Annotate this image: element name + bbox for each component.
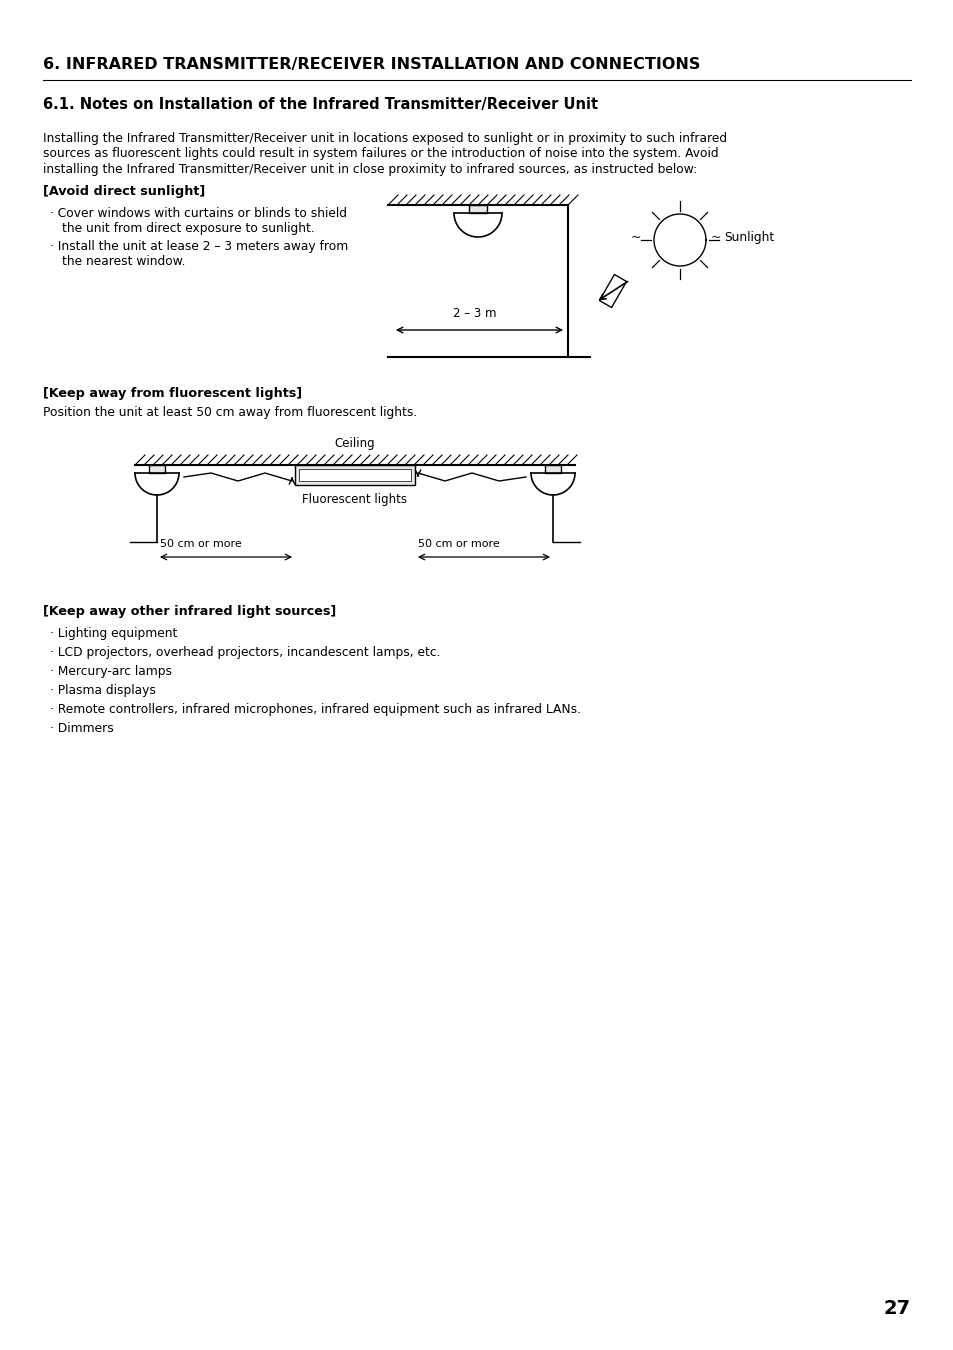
- Text: Installing the Infrared Transmitter/Receiver unit in locations exposed to sunlig: Installing the Infrared Transmitter/Rece…: [43, 132, 726, 144]
- Text: [Keep away from fluorescent lights]: [Keep away from fluorescent lights]: [43, 387, 302, 400]
- Text: · Install the unit at lease 2 – 3 meters away from: · Install the unit at lease 2 – 3 meters…: [50, 240, 348, 252]
- Text: · Cover windows with curtains or blinds to shield: · Cover windows with curtains or blinds …: [50, 207, 347, 220]
- Text: · Dimmers: · Dimmers: [50, 722, 113, 734]
- Text: [Keep away other infrared light sources]: [Keep away other infrared light sources]: [43, 605, 335, 618]
- Text: sources as fluorescent lights could result in system failures or the introductio: sources as fluorescent lights could resu…: [43, 147, 718, 161]
- Bar: [298, 468, 411, 481]
- FancyBboxPatch shape: [598, 274, 626, 308]
- Text: · Mercury-arc lamps: · Mercury-arc lamps: [50, 666, 172, 678]
- Bar: [469, 205, 486, 213]
- Text: · Lighting equipment: · Lighting equipment: [50, 626, 177, 640]
- Text: 6.1. Notes on Installation of the Infrared Transmitter/Receiver Unit: 6.1. Notes on Installation of the Infrar…: [43, 97, 598, 112]
- Text: ~: ~: [710, 231, 720, 243]
- Text: · Plasma displays: · Plasma displays: [50, 684, 155, 697]
- Text: · Remote controllers, infrared microphones, infrared equipment such as infrared : · Remote controllers, infrared microphon…: [50, 703, 580, 716]
- Bar: [294, 464, 415, 485]
- Text: the unit from direct exposure to sunlight.: the unit from direct exposure to sunligh…: [62, 221, 314, 235]
- Text: Ceiling: Ceiling: [335, 437, 375, 450]
- Text: Position the unit at least 50 cm away from fluorescent lights.: Position the unit at least 50 cm away fr…: [43, 406, 416, 418]
- Bar: [544, 464, 560, 472]
- Bar: [149, 464, 165, 472]
- Text: ~: ~: [630, 231, 640, 243]
- Text: 6. INFRARED TRANSMITTER/RECEIVER INSTALLATION AND CONNECTIONS: 6. INFRARED TRANSMITTER/RECEIVER INSTALL…: [43, 57, 700, 72]
- Text: installing the Infrared Transmitter/Receiver unit in close proximity to infrared: installing the Infrared Transmitter/Rece…: [43, 163, 697, 176]
- Text: · LCD projectors, overhead projectors, incandescent lamps, etc.: · LCD projectors, overhead projectors, i…: [50, 647, 440, 659]
- Text: 2 – 3 m: 2 – 3 m: [453, 306, 496, 320]
- Text: Sunlight: Sunlight: [723, 231, 774, 243]
- Text: the nearest window.: the nearest window.: [62, 255, 185, 269]
- Text: 50 cm or more: 50 cm or more: [417, 539, 499, 549]
- Text: 50 cm or more: 50 cm or more: [160, 539, 241, 549]
- Text: 27: 27: [882, 1299, 910, 1318]
- Text: Fluorescent lights: Fluorescent lights: [302, 493, 407, 506]
- Text: [Avoid direct sunlight]: [Avoid direct sunlight]: [43, 185, 205, 198]
